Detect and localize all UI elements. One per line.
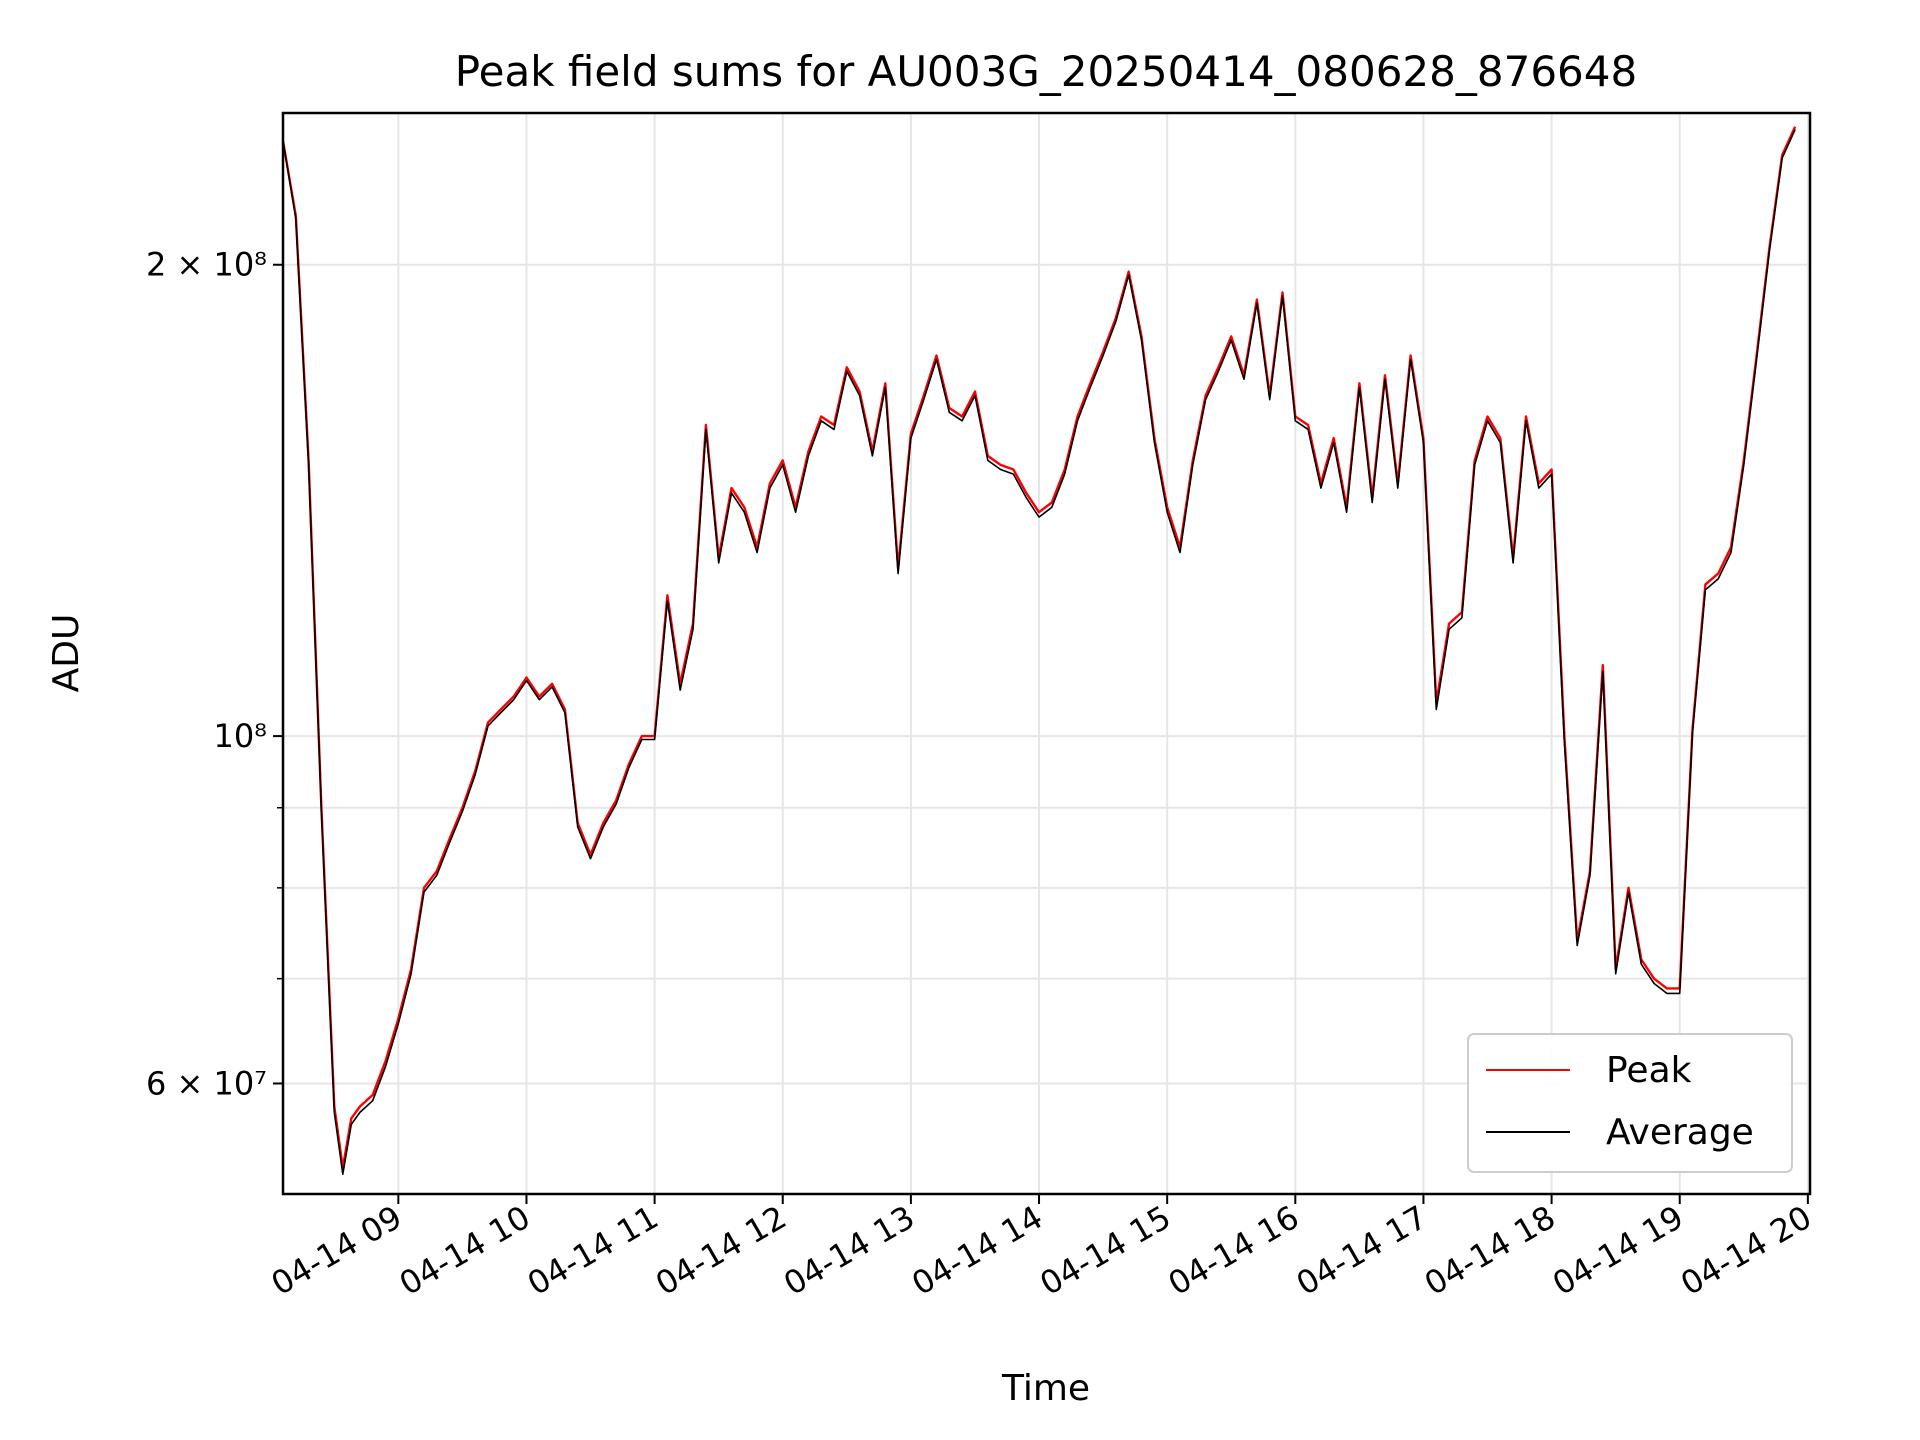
chart-title: Peak field sums for AU003G_20250414_0806… <box>455 47 1637 96</box>
grid <box>283 113 1810 1194</box>
y-tick-label: 2 × 10⁸ <box>146 246 267 284</box>
y-tick-label: 6 × 10⁷ <box>146 1064 267 1102</box>
y-tick-label: 10⁸ <box>213 717 267 755</box>
legend-average-label: Average <box>1606 1112 1754 1153</box>
plot-lines <box>281 126 1797 1176</box>
legend-peak-label: Peak <box>1606 1050 1692 1091</box>
series-line-peak <box>281 126 1797 1170</box>
series-line-average <box>282 129 1796 1176</box>
legend-box <box>1467 1033 1793 1173</box>
y-axis-label: ADU <box>46 614 87 693</box>
plot-frame <box>281 111 1812 1196</box>
y-axis: 6 × 10⁷ 10⁸ 2 × 10⁸ <box>146 246 283 1102</box>
legend: Peak Average <box>1467 1033 1793 1173</box>
x-axis-label: Time <box>1001 1368 1090 1409</box>
